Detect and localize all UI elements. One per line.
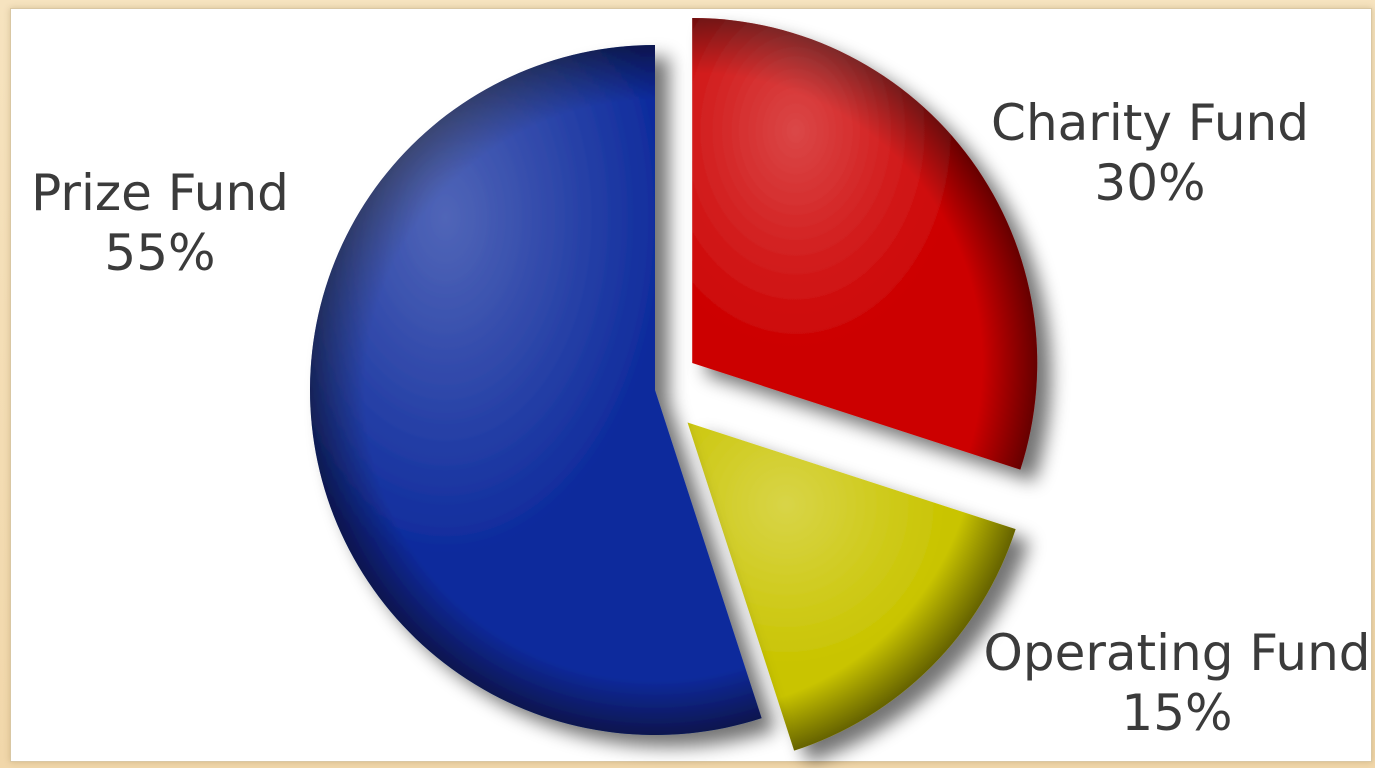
slice-value-charity-fund: 30% (1094, 154, 1205, 212)
slice-label-operating-fund: Operating Fund (983, 624, 1370, 682)
slice-value-operating-fund: 15% (1121, 684, 1232, 742)
pie-slice-shine-operating-fund (687, 422, 1016, 751)
pie-slice-shine-charity-fund (692, 17, 1038, 470)
pie-slice-operating-fund (687, 422, 1016, 751)
slice-label-prize-fund: Prize Fund (31, 164, 289, 222)
slice-label-charity-fund: Charity Fund (991, 94, 1309, 152)
pie-slices (310, 17, 1038, 751)
pie-slice-prize-fund (310, 45, 762, 735)
pie-slice-shine-prize-fund (310, 45, 762, 735)
slice-value-prize-fund: 55% (104, 224, 215, 282)
pie-slice-charity-fund (692, 17, 1038, 470)
